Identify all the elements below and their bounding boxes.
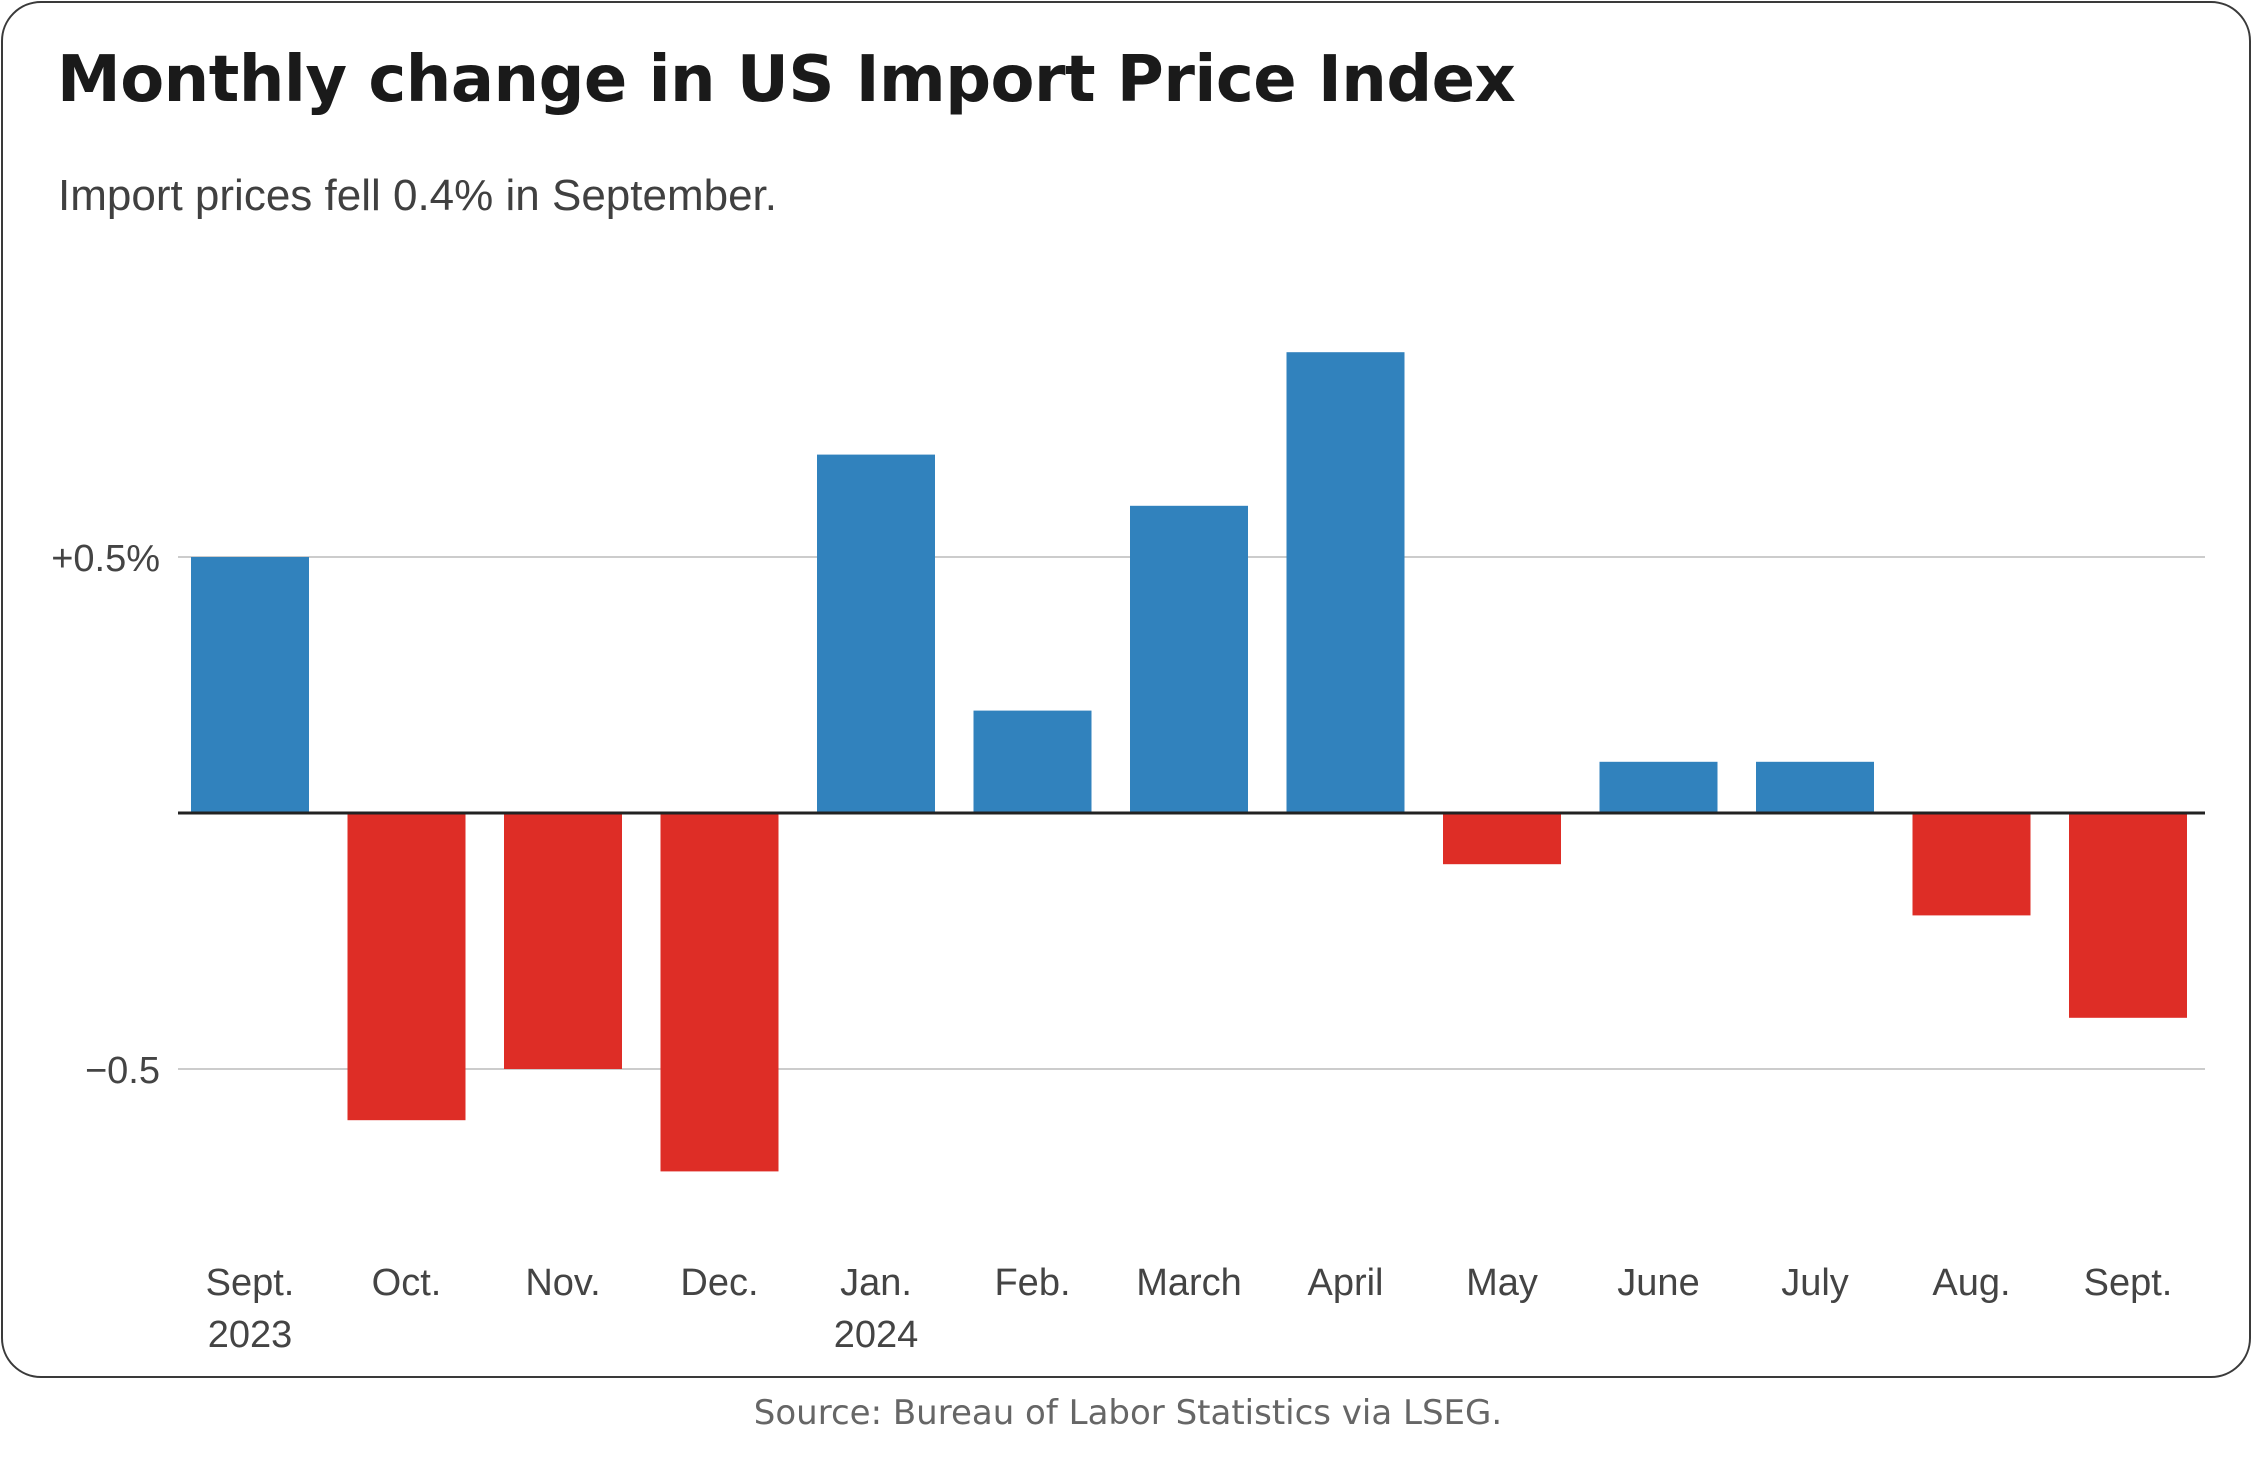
chart-card: Monthly change in US Import Price Index …: [1, 1, 2251, 1378]
bar-1: [191, 557, 309, 813]
x-tick-label: Aug.: [1932, 1262, 2010, 1304]
bar-3: [504, 813, 622, 1069]
x-tick-label: April: [1307, 1262, 1383, 1304]
bar-10: [1599, 761, 1718, 813]
bar-7: [1130, 505, 1248, 813]
bar-13: [2069, 813, 2187, 1018]
bar-11: [1756, 761, 1874, 813]
chart-subtitle: Import prices fell 0.4% in September.: [58, 171, 777, 220]
x-tick-label: March: [1136, 1262, 1242, 1304]
bar-chart: +0.5% −0.5 Sept. 2023 Oct. Nov. Dec. Jan. 2024 Fe…: [51, 352, 2205, 1356]
x-tick-label: Sept.: [206, 1262, 295, 1304]
x-tick-year-label: 2023: [208, 1314, 293, 1356]
y-tick-label: −0.5: [85, 1050, 160, 1092]
bar-8: [1286, 352, 1405, 813]
y-tick-label: +0.5%: [51, 538, 160, 580]
x-tick-label: Dec.: [680, 1262, 758, 1304]
x-tick-label: Feb.: [994, 1262, 1070, 1304]
chart-title: Monthly change in US Import Price Index: [57, 43, 1516, 117]
bar-5: [817, 454, 935, 813]
x-tick-label: May: [1466, 1262, 1538, 1304]
x-tick-label: Nov.: [525, 1262, 600, 1304]
x-tick-label: Sept.: [2084, 1262, 2173, 1304]
x-tick-label: Oct.: [372, 1262, 442, 1304]
x-tick-label: July: [1781, 1262, 1849, 1304]
bar-6: [973, 710, 1092, 813]
bar-12: [1912, 813, 2031, 916]
source-note: Source: Bureau of Labor Statistics via L…: [753, 1393, 1503, 1433]
bar-2: [347, 813, 466, 1121]
x-tick-year-label: 2024: [834, 1314, 919, 1356]
bar-4: [660, 813, 779, 1172]
x-tick-label: June: [1617, 1262, 1699, 1304]
bar-9: [1443, 813, 1561, 865]
x-tick-label: Jan.: [840, 1262, 912, 1304]
